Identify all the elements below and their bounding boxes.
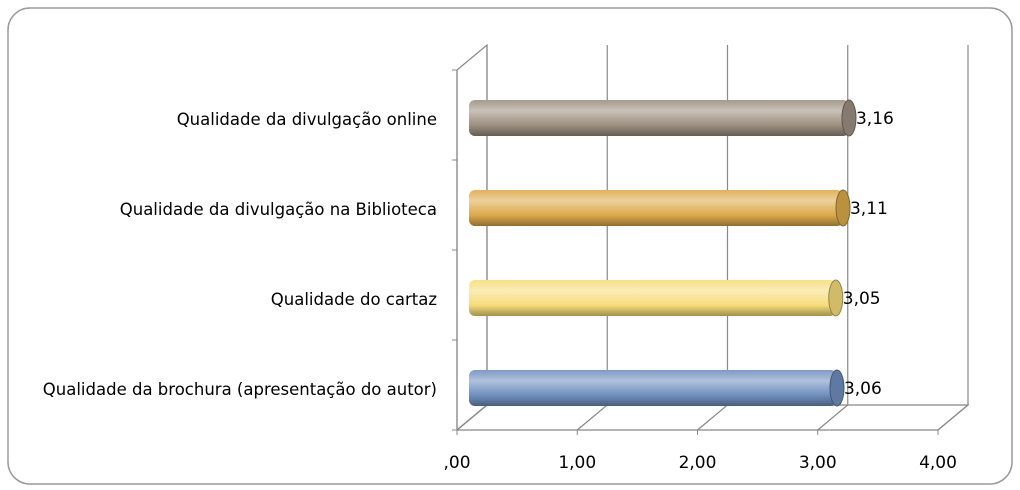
bar xyxy=(469,370,837,406)
x-tick-label: 1,00 xyxy=(558,453,596,473)
value-label: 3,05 xyxy=(843,289,881,309)
bar xyxy=(469,280,836,316)
bar xyxy=(469,190,843,226)
chart-border xyxy=(7,7,1013,485)
x-tick-label: 4,00 xyxy=(919,453,957,473)
category-label: Qualidade da divulgação na Biblioteca xyxy=(119,200,437,219)
bar-cap xyxy=(841,99,857,137)
value-label: 3,16 xyxy=(856,109,894,129)
grid-line xyxy=(817,45,849,431)
x-tick-label: 3,00 xyxy=(799,453,837,473)
bar-cap xyxy=(835,189,851,227)
x-tick-label: ,00 xyxy=(443,453,470,473)
value-label: 3,06 xyxy=(844,379,882,399)
category-label: Qualidade da brochura (apresentação do a… xyxy=(42,380,437,399)
bar-cap xyxy=(829,369,845,407)
category-label: Qualidade do cartaz xyxy=(270,290,437,309)
bar xyxy=(469,100,849,136)
grid-line xyxy=(937,45,969,431)
bar-cap xyxy=(828,279,844,317)
x-tick-label: 2,00 xyxy=(679,453,717,473)
value-label: 3,11 xyxy=(850,199,888,219)
category-label: Qualidade da divulgação online xyxy=(176,110,437,129)
